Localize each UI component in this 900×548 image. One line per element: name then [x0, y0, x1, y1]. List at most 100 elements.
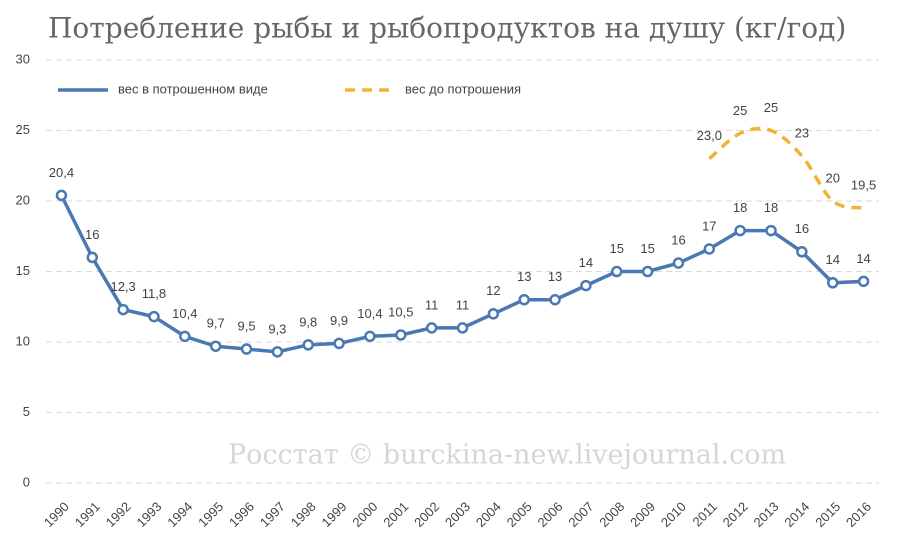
x-tick-label: 1995: [195, 499, 226, 530]
data-label: 14: [579, 255, 593, 270]
x-tick-label: 1990: [41, 499, 72, 530]
point-marker: [487, 308, 500, 320]
x-tick-label: 2016: [843, 499, 874, 530]
x-tick-label: 1996: [226, 499, 257, 530]
point-marker: [333, 337, 345, 350]
data-label: 11: [425, 297, 439, 312]
x-tick-label: 1993: [133, 499, 164, 530]
data-label: 25: [733, 103, 747, 118]
data-label: 14: [825, 252, 839, 267]
x-tick-label: 1997: [257, 499, 288, 530]
data-label: 11,8: [142, 286, 166, 301]
data-label: 16: [85, 227, 99, 242]
y-tick-label: 0: [23, 474, 30, 489]
y-tick-label: 20: [16, 192, 30, 207]
x-tick-label: 1991: [72, 499, 103, 530]
series-line: [708, 126, 864, 210]
data-label: 10,4: [172, 306, 197, 321]
point-marker: [734, 224, 746, 237]
data-label: 18: [733, 200, 747, 215]
data-label: 20: [825, 170, 839, 185]
x-tick-label: 2006: [535, 499, 566, 530]
x-tick-label: 2008: [596, 499, 627, 530]
point-marker: [611, 265, 623, 278]
data-label: 9,9: [330, 313, 348, 328]
y-tick-label: 5: [23, 404, 30, 419]
point-marker: [179, 330, 191, 343]
x-tick-label: 2002: [411, 499, 442, 530]
x-tick-label: 1994: [164, 499, 195, 530]
watermark: Росстат © burckina-new.livejournal.com: [228, 440, 786, 471]
y-tick-label: 30: [16, 51, 30, 66]
x-tick-label: 2001: [380, 499, 411, 530]
x-tick-label: 2012: [720, 499, 751, 530]
legend-label: вес до потрошения: [405, 81, 521, 96]
data-label: 14: [856, 251, 870, 266]
point-marker: [364, 330, 376, 343]
x-tick-label: 2010: [658, 499, 689, 530]
data-label: 11: [456, 297, 470, 312]
x-tick-label: 2000: [349, 499, 380, 530]
point-marker: [148, 310, 160, 323]
point-marker: [641, 265, 654, 278]
data-label: 10,5: [388, 304, 413, 319]
x-tick-label: 1999: [319, 499, 350, 530]
point-marker: [580, 279, 592, 292]
point-marker: [826, 277, 839, 289]
data-label: 16: [795, 221, 809, 236]
point-marker: [240, 343, 253, 355]
x-tick-label: 2009: [627, 499, 658, 530]
x-tick-label: 2013: [751, 499, 782, 530]
point-marker: [796, 246, 808, 258]
point-marker: [857, 275, 870, 288]
chart-title: Потребление рыбы и рыбопродуктов на душу…: [48, 12, 846, 45]
data-label: 9,3: [268, 321, 286, 336]
point-marker: [209, 340, 222, 352]
data-label: 25: [764, 100, 778, 115]
data-label: 10,4: [357, 306, 382, 321]
point-marker: [271, 346, 284, 358]
data-label: 19,5: [851, 177, 876, 192]
data-label: 13: [517, 269, 531, 284]
x-tick-label: 2003: [442, 499, 473, 530]
data-label: 15: [640, 241, 654, 256]
point-marker: [456, 322, 469, 334]
data-label: 13: [548, 269, 562, 284]
data-label: 9,7: [207, 316, 225, 331]
x-tick-label: 2015: [812, 499, 843, 530]
point-marker: [55, 189, 68, 202]
data-label: 18: [764, 200, 778, 215]
point-marker: [518, 293, 530, 306]
legend-label: вес в потрошенном виде: [118, 81, 268, 96]
x-tick-label: 2014: [781, 499, 812, 530]
x-tick-label: 1992: [103, 499, 134, 530]
data-label: 23,0: [697, 128, 722, 143]
y-tick-label: 15: [16, 263, 30, 278]
data-label: 15: [610, 241, 624, 256]
point-marker: [765, 224, 777, 237]
x-tick-label: 2011: [689, 499, 719, 529]
x-tick-label: 2005: [504, 499, 535, 530]
point-marker: [549, 293, 561, 306]
point-marker: [703, 243, 716, 255]
data-label: 20,4: [49, 165, 74, 180]
x-tick-label: 2004: [473, 499, 504, 530]
data-label: 12,3: [110, 279, 135, 294]
x-tick-label: 1998: [288, 499, 319, 530]
point-marker: [395, 329, 407, 341]
data-label: 12: [486, 283, 500, 298]
data-label: 17: [702, 218, 716, 233]
data-label: 23: [795, 125, 809, 140]
point-marker: [86, 251, 99, 264]
point-marker: [672, 257, 685, 269]
x-tick-label: 2007: [565, 499, 596, 530]
data-label: 9,5: [237, 318, 255, 333]
data-label: 9,8: [299, 314, 317, 329]
data-label: 16: [671, 232, 685, 247]
point-marker: [117, 303, 129, 316]
point-marker: [302, 339, 314, 351]
y-tick-label: 25: [16, 122, 30, 137]
point-marker: [425, 322, 438, 334]
y-tick-label: 10: [16, 333, 30, 348]
